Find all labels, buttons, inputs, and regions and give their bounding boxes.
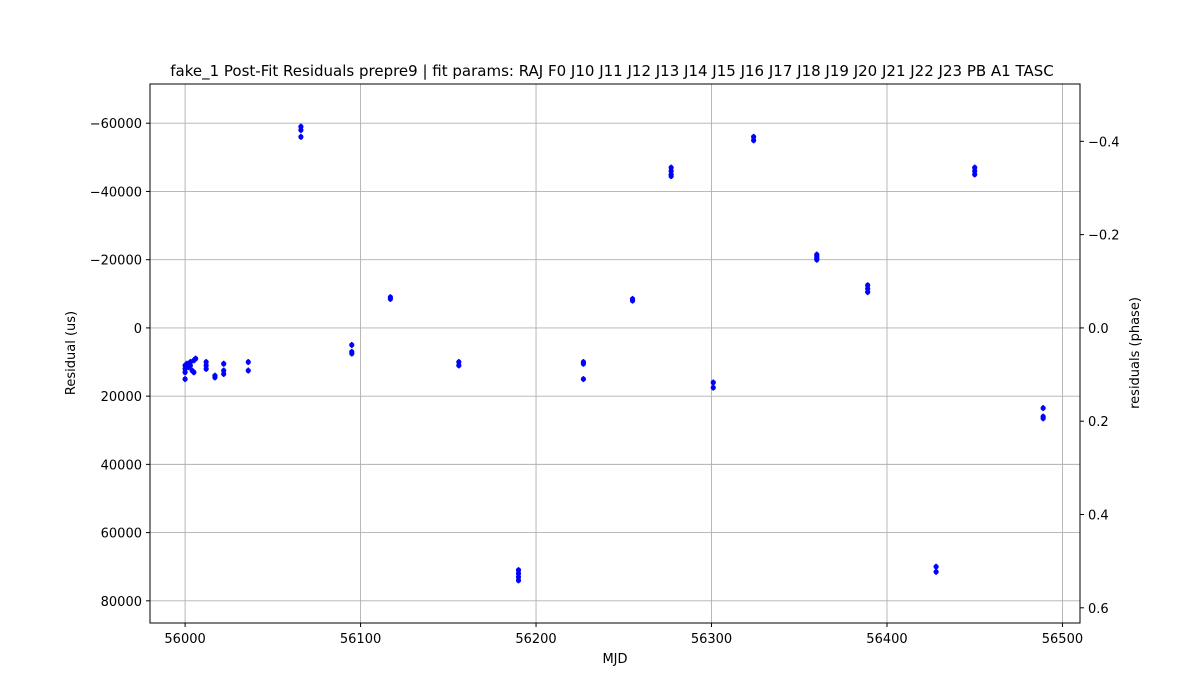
data-point (751, 137, 757, 143)
y2-tick-label: −0.4 (1088, 135, 1120, 150)
x-tick-label: 56400 (866, 632, 907, 647)
y2-tick-label: 0.2 (1088, 415, 1109, 430)
y2-axis-ticks: −0.4 −0.2 0.0 0.2 0.4 0.6 (1080, 135, 1120, 617)
data-point (349, 350, 355, 357)
data-point (182, 376, 188, 382)
data-point (580, 376, 587, 382)
data-point (1040, 405, 1046, 411)
data-point (298, 124, 304, 130)
data-point (193, 356, 199, 362)
y2-tick-label: 0.0 (1088, 322, 1109, 337)
data-point (865, 289, 871, 295)
data-point (933, 564, 939, 570)
x-axis-ticks: 56000 56100 56200 56300 56400 56500 (164, 623, 1083, 647)
data-point (580, 361, 587, 367)
data-point (349, 342, 355, 348)
x-tick-label: 56100 (340, 632, 381, 647)
y-tick-label: 60000 (101, 527, 142, 542)
data-point (456, 362, 462, 369)
data-point (221, 361, 227, 367)
y-axis-ticks: −60000 −40000 −20000 0 20000 40000 60000 80000 (90, 117, 150, 610)
y-axis-label: Residual (us) (64, 311, 79, 395)
y-tick-label: 0 (134, 322, 142, 337)
plot-frame (149, 83, 1081, 624)
chart-title: fake_1 Post-Fit Residuals prepre9 | fit … (170, 62, 1054, 81)
data-point (1040, 415, 1046, 421)
data-point (629, 298, 636, 304)
data-points (182, 123, 1046, 584)
data-point (814, 257, 820, 263)
data-point (710, 379, 716, 386)
y-tick-label: −60000 (90, 117, 142, 132)
data-point (387, 294, 393, 300)
y2-tick-label: −0.2 (1088, 229, 1120, 244)
data-point (515, 577, 522, 583)
y-tick-label: −20000 (90, 254, 142, 269)
grid-lines (150, 84, 1080, 623)
x-tick-label: 56200 (515, 632, 556, 647)
y-tick-label: 20000 (101, 390, 142, 405)
data-point (710, 385, 716, 391)
data-point (221, 371, 227, 377)
y-tick-label: 40000 (101, 458, 142, 473)
x-axis-label: MJD (602, 652, 627, 667)
data-point (212, 373, 218, 379)
data-point (668, 173, 674, 179)
y2-tick-label: 0.6 (1088, 602, 1109, 617)
data-point (933, 569, 939, 575)
data-point (245, 359, 251, 365)
data-point (182, 369, 188, 375)
x-tick-label: 56000 (164, 632, 205, 647)
data-point (972, 171, 978, 178)
x-tick-label: 56500 (1042, 632, 1083, 647)
data-point (203, 362, 209, 369)
y-tick-label: 80000 (101, 595, 142, 610)
data-point (298, 134, 304, 140)
y-tick-label: −40000 (90, 185, 142, 200)
y2-axis-label: residuals (phase) (1128, 297, 1143, 409)
x-tick-label: 56300 (691, 632, 732, 647)
data-point (191, 369, 197, 375)
y2-tick-label: 0.4 (1088, 509, 1109, 524)
data-point (245, 367, 251, 374)
